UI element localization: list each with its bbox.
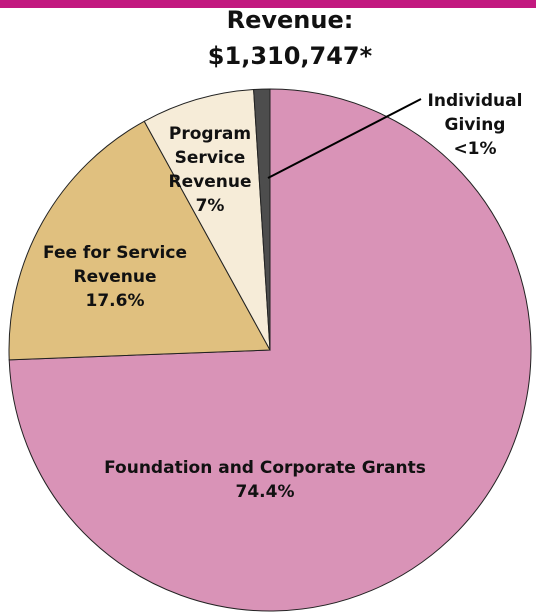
value-label: 17.6% [85, 291, 145, 311]
slice-label: Individual Giving <1% [410, 89, 536, 161]
value-label: 74.4% [235, 482, 295, 502]
value-label: <1% [453, 139, 497, 159]
chart-title: Revenue: $1,310,747* [207, 6, 373, 70]
slice-label: Fee for Service Revenue 17.6% [30, 241, 200, 313]
top-bar [0, 0, 536, 8]
slice-label: Foundation and Corporate Grants 74.4% [100, 456, 430, 504]
slices [8, 88, 532, 612]
pie-slice [143, 88, 271, 351]
category-label: Program Service Revenue [168, 124, 252, 192]
pie-slice [253, 88, 271, 351]
slice-label: Program Service Revenue 7% [155, 122, 265, 218]
value-label: 7% [195, 196, 225, 216]
category-label: Fee for Service Revenue [43, 243, 187, 287]
category-label: Individual Giving [427, 91, 523, 135]
category-label: Foundation and Corporate Grants [104, 458, 426, 478]
pie-slice [8, 120, 271, 361]
leader-line [267, 98, 422, 179]
